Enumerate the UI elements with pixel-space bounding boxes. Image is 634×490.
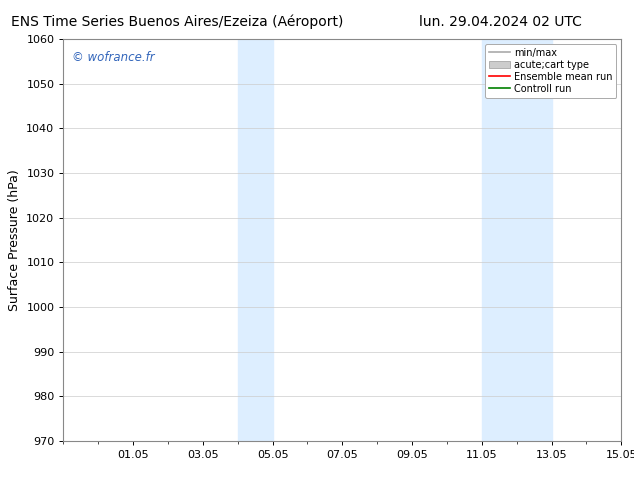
- Y-axis label: Surface Pressure (hPa): Surface Pressure (hPa): [8, 169, 21, 311]
- Text: lun. 29.04.2024 02 UTC: lun. 29.04.2024 02 UTC: [420, 15, 582, 29]
- Text: © wofrance.fr: © wofrance.fr: [72, 51, 155, 64]
- Bar: [238, 39, 273, 441]
- Bar: [482, 39, 552, 441]
- Text: ENS Time Series Buenos Aires/Ezeiza (Aéroport): ENS Time Series Buenos Aires/Ezeiza (Aér…: [11, 15, 344, 29]
- Legend: min/max, acute;cart type, Ensemble mean run, Controll run: min/max, acute;cart type, Ensemble mean …: [485, 44, 616, 98]
